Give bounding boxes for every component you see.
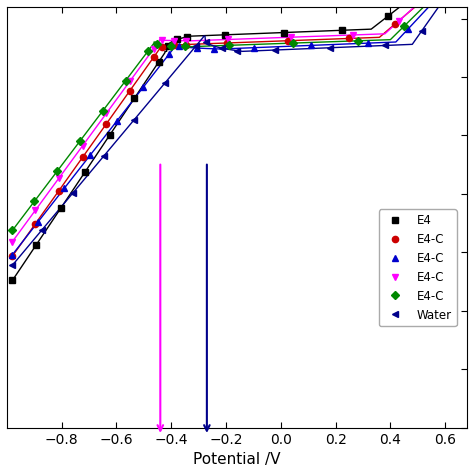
Line: E4-C: E4-C xyxy=(9,0,465,258)
E4-C xyxy=(182,44,188,49)
E4-C xyxy=(103,110,109,116)
E4-C xyxy=(151,46,156,52)
E4-C xyxy=(56,188,62,193)
Line: E4-C: E4-C xyxy=(9,0,465,259)
E4-C xyxy=(285,38,291,44)
Water xyxy=(439,0,445,6)
E4-C xyxy=(61,186,67,191)
Line: E4: E4 xyxy=(9,0,465,283)
E4-C xyxy=(55,168,60,174)
E4 xyxy=(281,30,286,36)
E4-C xyxy=(225,36,231,42)
E4-C xyxy=(351,32,356,38)
E4-C xyxy=(33,221,38,227)
E4-C xyxy=(432,0,438,3)
Water xyxy=(234,48,240,54)
E4-C xyxy=(159,44,165,49)
E4-C xyxy=(365,40,370,46)
E4-C xyxy=(183,42,189,47)
E4-C xyxy=(176,43,182,49)
E4-C xyxy=(9,228,15,233)
Water xyxy=(100,154,106,159)
E4-C xyxy=(171,42,177,48)
E4 xyxy=(131,96,137,101)
E4 xyxy=(58,205,64,211)
X-axis label: Potential /V: Potential /V xyxy=(193,452,281,467)
E4-C xyxy=(140,85,146,91)
E4-C xyxy=(346,36,352,41)
Line: Water: Water xyxy=(9,0,465,268)
E4-C xyxy=(430,0,436,1)
E4-C xyxy=(127,78,133,84)
Water xyxy=(193,44,199,49)
E4-C xyxy=(224,40,229,46)
E4-C xyxy=(251,45,257,51)
Water xyxy=(419,28,425,34)
E4-C xyxy=(211,46,217,52)
E4-C xyxy=(308,43,314,48)
E4-C xyxy=(392,21,398,27)
Water xyxy=(219,45,224,51)
E4-C xyxy=(80,143,85,148)
Water xyxy=(70,190,76,196)
Water xyxy=(39,227,45,233)
E4 xyxy=(164,43,170,48)
E4-C xyxy=(9,253,15,259)
E4 xyxy=(82,169,88,174)
E4-C xyxy=(100,108,106,114)
E4-C xyxy=(32,198,37,204)
Legend: E4, E4-C, E4-C, E4-C, E4-C, Water: E4, E4-C, E4-C, E4-C, E4-C, Water xyxy=(379,210,456,326)
E4-C xyxy=(171,38,177,44)
E4-C xyxy=(183,38,189,44)
Line: E4-C: E4-C xyxy=(9,0,465,233)
E4-C xyxy=(35,219,41,225)
E4-C xyxy=(114,118,119,124)
Line: E4-C: E4-C xyxy=(9,0,465,245)
E4-C xyxy=(166,51,172,57)
Water xyxy=(272,47,278,53)
E4 xyxy=(107,132,113,138)
E4 xyxy=(33,242,39,248)
E4 xyxy=(339,27,345,33)
Water xyxy=(9,263,15,268)
E4-C xyxy=(123,78,128,83)
E4 xyxy=(184,34,190,40)
E4-C xyxy=(194,45,200,51)
E4 xyxy=(174,36,180,42)
E4-C xyxy=(168,43,174,48)
E4 xyxy=(222,32,228,37)
E4-C xyxy=(151,55,156,60)
E4-C xyxy=(9,239,15,245)
E4-C xyxy=(405,26,411,32)
E4 xyxy=(156,59,162,64)
E4-C xyxy=(56,175,62,181)
Water xyxy=(327,45,333,51)
E4-C xyxy=(226,43,232,48)
E4-C xyxy=(9,252,15,257)
E4-C xyxy=(146,48,151,54)
E4-C xyxy=(80,155,85,160)
E4-C xyxy=(154,41,160,46)
Water xyxy=(131,117,137,122)
E4 xyxy=(9,278,15,283)
E4-C xyxy=(397,18,402,23)
E4-C xyxy=(401,24,407,29)
Water xyxy=(382,43,388,48)
E4-C xyxy=(291,40,296,46)
E4-C xyxy=(159,37,165,43)
E4-C xyxy=(77,138,83,144)
E4-C xyxy=(33,208,38,213)
E4-C xyxy=(127,88,133,93)
E4-C xyxy=(288,35,293,40)
E4-C xyxy=(88,152,93,158)
E4-C xyxy=(355,38,361,44)
E4 xyxy=(385,13,391,18)
Water xyxy=(203,39,209,45)
E4-C xyxy=(103,121,109,127)
Water xyxy=(162,80,168,86)
